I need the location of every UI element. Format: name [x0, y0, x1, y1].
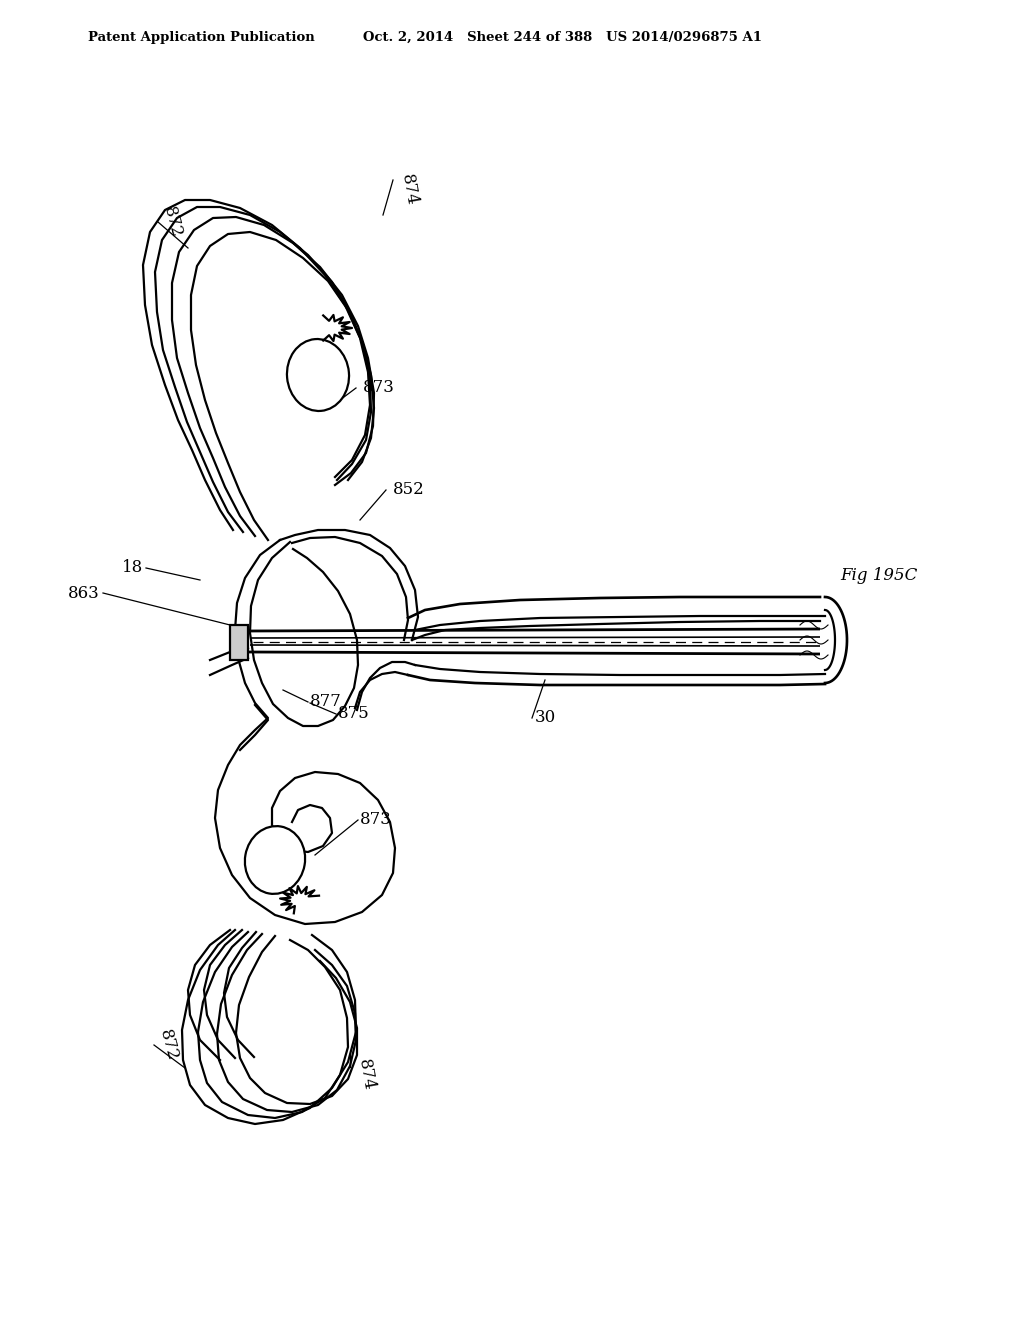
Text: 873: 873	[360, 812, 392, 829]
Text: 877: 877	[310, 693, 342, 710]
Text: Oct. 2, 2014   Sheet 244 of 388   US 2014/0296875 A1: Oct. 2, 2014 Sheet 244 of 388 US 2014/02…	[362, 30, 762, 44]
Text: 874: 874	[398, 173, 420, 207]
Text: 874: 874	[355, 1057, 377, 1092]
Text: 852: 852	[393, 482, 425, 499]
Text: 30: 30	[535, 710, 556, 726]
Text: 875: 875	[338, 705, 370, 722]
Text: 863: 863	[69, 585, 100, 602]
Text: 18: 18	[122, 560, 143, 577]
Text: 873: 873	[362, 380, 395, 396]
Text: Patent Application Publication: Patent Application Publication	[88, 30, 314, 44]
Ellipse shape	[245, 826, 305, 894]
Ellipse shape	[287, 339, 349, 411]
Text: 872: 872	[156, 1027, 180, 1063]
Text: 872: 872	[160, 205, 184, 240]
Bar	[230, 624, 248, 660]
Text: Fig 195C: Fig 195C	[840, 566, 918, 583]
